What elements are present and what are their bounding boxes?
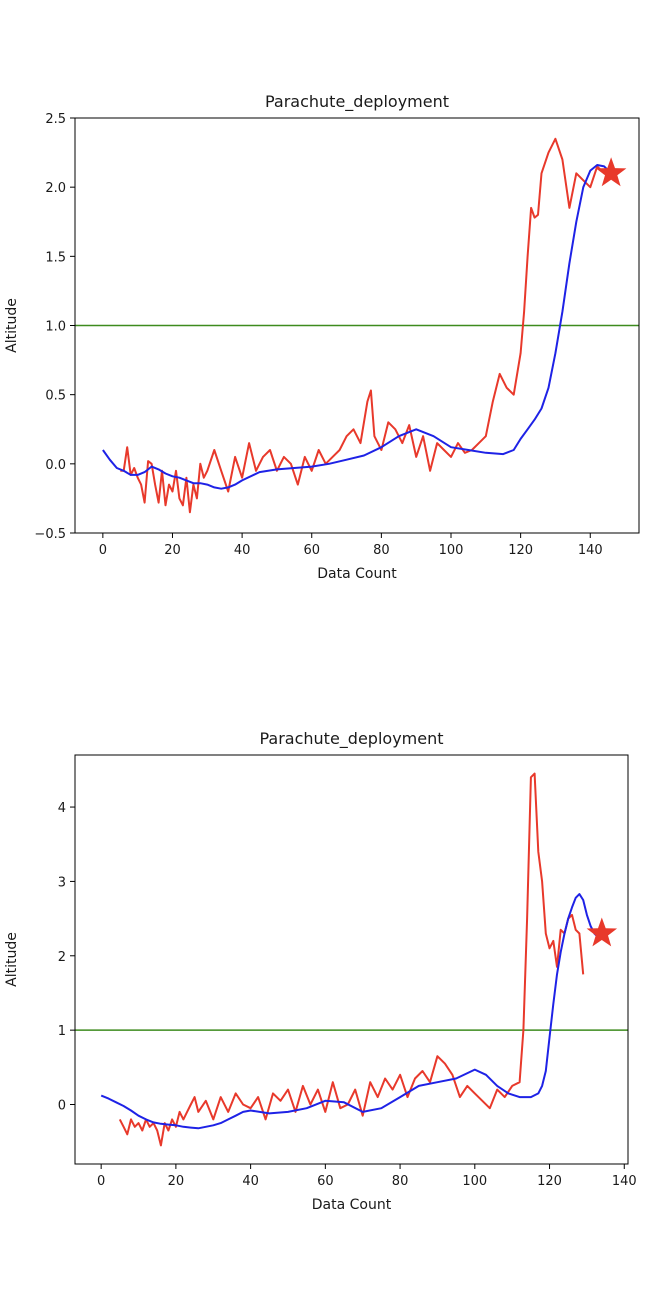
y-tick-label: 2.5 xyxy=(45,112,66,127)
x-axis-label: Data Count xyxy=(312,1197,392,1213)
y-tick-label: 2 xyxy=(58,950,66,965)
chart-bottom: Parachute_deployment 0 20 40 60 80 100 120 140 0 1… xyxy=(4,729,637,1213)
x-tick-label: 20 xyxy=(164,543,181,558)
y-tick-label: 0 xyxy=(58,1099,66,1114)
smoothed-altitude-line xyxy=(102,164,612,490)
plot-frame xyxy=(74,754,629,1165)
y-tick-label: −0.5 xyxy=(34,527,66,542)
x-tick-label: 140 xyxy=(578,543,603,558)
chart-title: Parachute_deployment xyxy=(265,92,449,112)
x-tick-label: 120 xyxy=(508,543,533,558)
y-tick-label: 3 xyxy=(58,875,66,890)
deployment-star-marker xyxy=(586,917,618,947)
y-tick-label: 1 xyxy=(58,1024,66,1039)
y-tick-label: 0.0 xyxy=(45,458,66,473)
y-axis-label: Altitude xyxy=(4,932,20,987)
y-tick-label: 1.5 xyxy=(45,250,66,265)
x-tick-label: 40 xyxy=(234,543,251,558)
x-tick-label: 60 xyxy=(317,1174,334,1189)
x-tick-label: 80 xyxy=(392,1174,409,1189)
chart-title: Parachute_deployment xyxy=(259,729,443,749)
x-tick-label: 0 xyxy=(97,1174,105,1189)
x-tick-label: 40 xyxy=(242,1174,259,1189)
y-tick-label: 4 xyxy=(58,801,66,816)
x-tick-label: 20 xyxy=(168,1174,185,1189)
raw-altitude-line xyxy=(120,137,612,514)
y-tick-label: 0.5 xyxy=(45,389,66,404)
x-tick-label: 80 xyxy=(373,543,390,558)
y-tick-label: 2.0 xyxy=(45,181,66,196)
chart-top: Parachute_deployment 0 20 40 60 80 100 120 140 −0… xyxy=(4,92,640,582)
x-axis-label: Data Count xyxy=(317,566,397,582)
x-tick-label: 60 xyxy=(303,543,320,558)
x-tick-label: 120 xyxy=(537,1174,562,1189)
x-tick-label: 0 xyxy=(99,543,107,558)
smoothed-altitude-line xyxy=(100,893,602,1130)
x-tick-label: 100 xyxy=(439,543,464,558)
deployment-star-marker xyxy=(595,157,627,187)
raw-altitude-line xyxy=(118,772,585,1147)
x-tick-label: 140 xyxy=(612,1174,637,1189)
y-axis-label: Altitude xyxy=(4,298,20,353)
x-tick-label: 100 xyxy=(462,1174,487,1189)
y-tick-label: 1.0 xyxy=(45,320,66,335)
